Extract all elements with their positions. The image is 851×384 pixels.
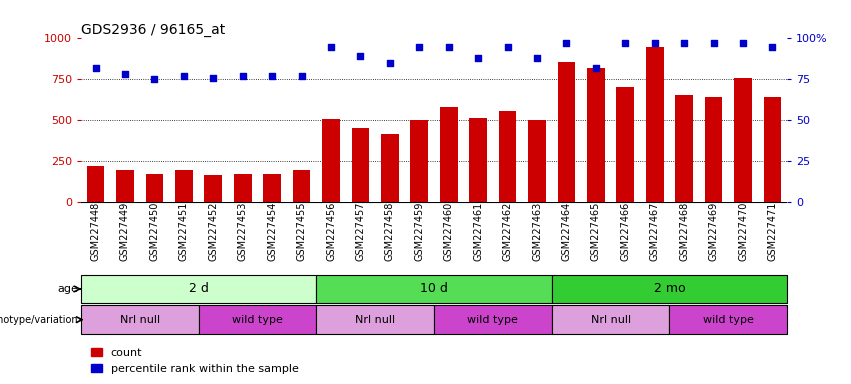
Point [677,40,691,46]
Bar [670,305,787,334]
Point [324,43,338,50]
Bar [351,128,369,202]
Bar [551,305,670,334]
Bar [551,275,787,303]
Point [236,73,249,79]
Bar [81,275,317,303]
Bar [381,134,398,202]
Text: GSM227456: GSM227456 [326,202,336,261]
Bar [557,62,575,202]
Point [89,65,102,71]
Point [500,43,514,50]
Point [118,71,132,78]
Point [294,73,308,79]
Text: GSM227470: GSM227470 [738,202,748,261]
Point [266,73,279,79]
Text: GSM227448: GSM227448 [90,202,100,261]
Text: GSM227467: GSM227467 [649,202,660,261]
Bar [175,170,192,202]
Bar [587,68,605,202]
Text: GSM227451: GSM227451 [179,202,189,261]
Bar [87,166,105,202]
Text: wild type: wild type [467,314,518,325]
Text: GSM227453: GSM227453 [237,202,248,261]
Text: Nrl null: Nrl null [120,314,160,325]
Bar [763,97,781,202]
Bar [81,305,198,334]
Bar [146,174,163,202]
Bar [440,107,458,202]
Text: GSM227471: GSM227471 [768,202,778,261]
Bar [646,46,664,202]
Text: genotype/variation: genotype/variation [0,314,78,325]
Bar [323,119,340,202]
Bar [410,120,428,202]
Point [383,60,397,66]
Bar [317,305,434,334]
Point [736,40,750,46]
Point [648,40,661,46]
Bar [528,120,545,202]
Point [147,76,161,82]
Point [589,65,603,71]
Text: GSM227449: GSM227449 [120,202,130,261]
Text: GSM227464: GSM227464 [562,202,572,261]
Text: GSM227468: GSM227468 [679,202,689,261]
Point [766,43,780,50]
Bar [116,170,134,202]
Bar [734,78,752,202]
Legend: count, percentile rank within the sample: count, percentile rank within the sample [87,343,303,378]
Point [177,73,191,79]
Point [413,43,426,50]
Bar [263,174,281,202]
Text: GSM227466: GSM227466 [620,202,631,261]
Text: GSM227450: GSM227450 [150,202,159,261]
Text: wild type: wild type [232,314,283,325]
Text: GSM227459: GSM227459 [414,202,425,261]
Text: GSM227463: GSM227463 [532,202,542,261]
Text: Nrl null: Nrl null [591,314,631,325]
Text: wild type: wild type [703,314,754,325]
Text: GSM227454: GSM227454 [267,202,277,261]
Point [619,40,632,46]
Text: GSM227455: GSM227455 [296,202,306,261]
Bar [616,88,634,202]
Text: GSM227469: GSM227469 [709,202,718,261]
Text: GSM227465: GSM227465 [591,202,601,261]
Bar [705,97,722,202]
Text: GSM227457: GSM227457 [356,202,365,261]
Text: GSM227461: GSM227461 [473,202,483,261]
Text: GSM227462: GSM227462 [503,202,512,261]
Text: 2 mo: 2 mo [654,283,685,295]
Point [207,74,220,81]
Text: GDS2936 / 96165_at: GDS2936 / 96165_at [81,23,226,37]
Bar [676,95,693,202]
Point [354,53,368,60]
Bar [293,170,311,202]
Point [560,40,574,46]
Text: GSM227460: GSM227460 [443,202,454,261]
Bar [198,305,317,334]
Text: GSM227458: GSM227458 [385,202,395,261]
Bar [317,275,551,303]
Text: Nrl null: Nrl null [355,314,395,325]
Bar [499,111,517,202]
Point [442,43,455,50]
Text: GSM227452: GSM227452 [208,202,219,261]
Point [471,55,485,61]
Bar [469,118,487,202]
Point [707,40,721,46]
Text: age: age [57,284,78,294]
Text: 10 d: 10 d [420,283,448,295]
Text: 2 d: 2 d [189,283,208,295]
Point [530,55,544,61]
Bar [234,174,252,202]
Bar [434,305,551,334]
Bar [204,175,222,202]
